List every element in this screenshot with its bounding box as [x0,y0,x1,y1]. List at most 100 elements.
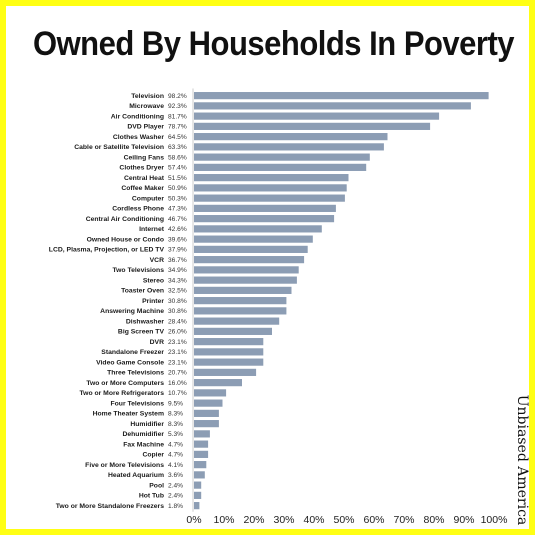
value-label: 39.6% [168,236,187,243]
category-label: Video Game Console [96,359,164,366]
value-label: 5.3% [168,431,183,438]
value-label: 10.7% [168,390,187,397]
category-label: Copier [142,452,164,459]
bar [194,143,384,151]
bar [194,92,489,100]
bar [194,184,347,192]
value-label: 2.4% [168,482,183,489]
bar [194,153,370,161]
category-label: Cable or Satellite Television [74,144,164,151]
category-label: Internet [139,226,165,233]
category-label: Two or More Refrigerators [80,390,165,397]
bar [194,491,202,499]
value-label: 1.8% [168,503,183,510]
category-label: Air Conditioning [111,113,164,120]
category-label: Central Heat [124,175,165,182]
value-label: 34.3% [168,277,187,284]
bar [194,358,264,366]
value-label: 28.4% [168,318,187,325]
bar [194,481,202,489]
bar [194,133,388,141]
category-label: Big Screen TV [118,329,165,336]
category-label: Three Televisions [107,370,164,377]
value-label: 30.8% [168,308,187,315]
bar [194,338,264,346]
value-label: 4.7% [168,452,183,459]
value-label: 4.7% [168,441,183,448]
value-label: 92.3% [168,103,187,110]
category-label: Answering Machine [100,308,164,315]
value-label: 3.6% [168,472,183,479]
value-label: 30.8% [168,298,187,305]
category-label: Stereo [143,277,164,284]
bar [194,204,336,212]
value-label: 16.0% [168,380,187,387]
bar [194,461,207,469]
x-tick-label: 90% [453,514,474,526]
bar [194,420,219,428]
bar [194,276,297,284]
value-label: 9.5% [168,400,183,407]
value-label: 8.3% [168,411,183,418]
value-label: 81.7% [168,113,187,120]
value-label: 51.5% [168,175,187,182]
watermark: Unbiased America [511,390,533,530]
value-label: 36.7% [168,257,187,264]
category-label: Clothes Washer [113,134,164,141]
value-label: 23.1% [168,339,187,346]
bar [194,379,242,387]
bar [194,266,299,274]
category-label: Cordless Phone [112,206,164,213]
value-label: 2.4% [168,493,183,500]
category-label: Ceiling Fans [124,154,165,161]
value-label: 26.0% [168,329,187,336]
category-label: Hot Tub [139,493,164,500]
value-label: 8.3% [168,421,183,428]
category-label: LCD, Plasma, Projection, or LED TV [49,247,165,254]
category-label: DVR [150,339,164,346]
bar [194,317,280,325]
x-tick-label: 70% [393,514,414,526]
category-label: Microwave [129,103,164,110]
bar [194,215,335,223]
category-label: Dishwasher [126,318,165,325]
category-label: Humidifier [130,421,164,428]
value-label: 37.9% [168,247,187,254]
bar [194,471,205,479]
x-tick-label: 50% [333,514,354,526]
value-label: 64.5% [168,134,187,141]
category-label: Five or More Televisions [85,462,164,469]
category-label: Owned House or Condo [87,236,164,243]
category-label: Computer [132,195,164,202]
bar [194,368,257,376]
category-label: Four Televisions [110,400,164,407]
value-label: 50.9% [168,185,187,192]
value-label: 58.6% [168,154,187,161]
bar [194,235,313,243]
bar [194,327,272,335]
value-label: 63.3% [168,144,187,151]
bar-chart: Television 98.2% Microwave 92.3% Air Conditi… [49,88,507,526]
bar [194,399,223,407]
x-tick-label: 20% [243,514,264,526]
category-label: Pool [149,482,164,489]
category-label: Coffee Maker [121,185,164,192]
x-tick-label: 10% [213,514,234,526]
bar [194,409,219,417]
watermark-text: Unbiased America [514,394,530,526]
bar [194,194,345,202]
value-label: 78.7% [168,124,187,131]
category-label: DVD Player [127,124,164,131]
category-label: Two Televisions [113,267,165,274]
bar [194,430,210,438]
category-label: Fax Machine [123,441,164,448]
value-label: 57.4% [168,165,187,172]
bar [194,502,200,510]
chart-title: Owned By Households In Poverty [32,23,515,64]
bar [194,163,367,171]
value-label: 34.9% [168,267,187,274]
value-label: 42.6% [168,226,187,233]
x-tick-label: 80% [423,514,444,526]
bar [194,245,308,253]
